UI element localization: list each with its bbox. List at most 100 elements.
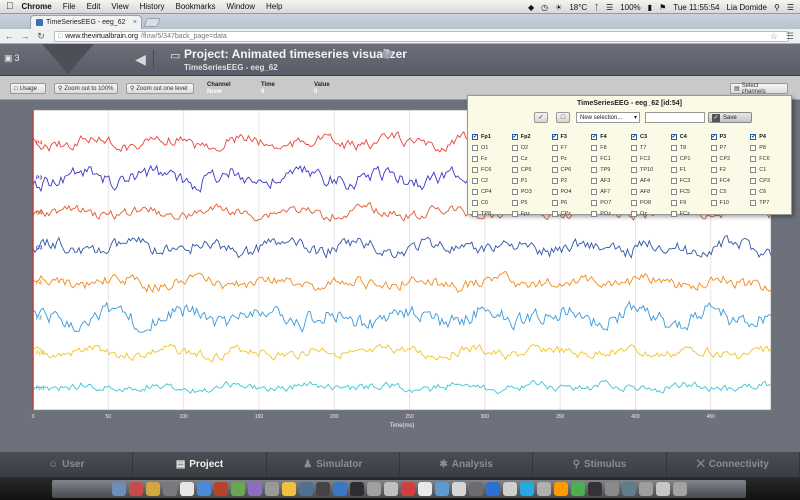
channel-option[interactable]: PO7 — [591, 198, 631, 207]
channel-option[interactable]: FC4 — [710, 176, 751, 185]
weather-icon[interactable]: ☀ — [555, 2, 563, 12]
channel-option[interactable]: ✔ F4 — [591, 132, 631, 141]
channel-option[interactable]: P1 — [511, 176, 552, 185]
channel-option[interactable]: Fpz — [511, 209, 552, 218]
channel-option[interactable]: C6 — [750, 187, 790, 196]
channel-option[interactable]: CP5 — [511, 165, 552, 174]
channel-checkbox[interactable] — [472, 166, 478, 173]
channel-checkbox[interactable] — [670, 155, 677, 162]
dock-app-icon[interactable] — [502, 482, 517, 496]
reload-icon[interactable]: ↻ — [37, 31, 45, 41]
channel-option[interactable]: C6 — [472, 198, 512, 207]
project-counter[interactable]: ▣ 3 — [4, 50, 28, 66]
channel-checkbox[interactable]: ✔ — [710, 133, 717, 140]
channel-option[interactable]: PO4 — [551, 187, 592, 196]
channel-checkbox[interactable] — [710, 188, 717, 195]
channel-checkbox[interactable]: ✔ — [511, 133, 518, 140]
browser-tab[interactable]: TimeSeriesEEG - eeg_62 × — [30, 15, 142, 29]
channel-option[interactable]: FC3 — [670, 176, 711, 185]
dock-app-icon[interactable] — [553, 482, 568, 496]
channel-option[interactable]: ✔ C3 — [631, 132, 671, 141]
dock-app-icon[interactable] — [638, 482, 653, 496]
address-bar[interactable]: □ www.thevirtualbrain.org/flow/5/347back… — [54, 30, 789, 42]
dock-app-icon[interactable] — [434, 482, 449, 496]
timemachine-icon[interactable]: ◷ — [541, 2, 549, 12]
channel-checkbox[interactable] — [670, 166, 677, 173]
channel-checkbox[interactable] — [472, 199, 478, 206]
channel-checkbox[interactable] — [551, 210, 558, 217]
channel-checkbox[interactable] — [551, 155, 558, 162]
dock-app-icon[interactable] — [672, 482, 687, 496]
nav-connectivity[interactable]: ⨉ Connectivity — [667, 452, 800, 477]
bluetooth-icon[interactable]: ᛏ — [594, 2, 600, 12]
channel-option[interactable]: POz — [591, 209, 631, 218]
channel-checkbox[interactable] — [511, 144, 518, 151]
channel-checkbox[interactable] — [551, 199, 558, 206]
channel-checkbox[interactable] — [551, 177, 558, 184]
channel-option[interactable]: ✔ Fp1 — [472, 132, 512, 141]
channel-checkbox[interactable] — [472, 177, 478, 184]
channel-option[interactable]: Cz — [511, 154, 552, 163]
bookmark-star-icon[interactable]: ☆ — [769, 31, 778, 41]
channel-option[interactable]: F1 — [670, 165, 711, 174]
channel-option[interactable]: CP1 — [670, 154, 711, 163]
channel-checkbox[interactable] — [551, 188, 558, 195]
nav-analysis[interactable]: ✱ Analysis — [400, 452, 534, 477]
channel-option[interactable]: F10 — [710, 198, 751, 207]
channel-option[interactable]: ✔ C4 — [670, 132, 711, 141]
select-channels-button[interactable]: ▤ Select channels — [730, 83, 788, 95]
menu-view[interactable]: View — [103, 2, 128, 11]
channel-option[interactable]: P7 — [710, 143, 751, 152]
channel-checkbox[interactable] — [472, 210, 478, 217]
dock-app-icon[interactable] — [213, 482, 228, 496]
flag-icon[interactable]: ⚑ — [659, 2, 667, 12]
channel-option[interactable]: ✔ Fp2 — [511, 132, 552, 141]
menu-app-name[interactable]: Chrome — [14, 2, 52, 11]
channel-checkbox[interactable]: ✔ — [631, 133, 637, 140]
user-name[interactable]: Lia Domide — [726, 2, 767, 12]
channel-checkbox[interactable] — [710, 199, 717, 206]
channel-checkbox[interactable] — [511, 177, 518, 184]
channel-checkbox[interactable] — [750, 199, 757, 206]
channel-option[interactable]: CP4 — [472, 187, 512, 196]
dock-app-icon[interactable] — [570, 482, 585, 496]
channel-option[interactable]: Oz — [631, 209, 671, 218]
menu-file[interactable]: File — [55, 2, 76, 11]
channel-checkbox[interactable] — [710, 177, 717, 184]
channel-option[interactable]: CP6 — [551, 165, 592, 174]
channel-option[interactable]: TP7 — [750, 198, 790, 207]
channel-checkbox[interactable] — [472, 155, 478, 162]
save-selection-button[interactable]: ✓ Save — [708, 112, 752, 123]
channel-checkbox[interactable] — [670, 177, 677, 184]
channel-option[interactable]: FCz — [670, 209, 711, 218]
zoom-100-button[interactable]: ⚲ Zoom out to 100% — [54, 83, 118, 94]
dock-app-icon[interactable] — [604, 482, 619, 496]
channel-checkbox[interactable] — [631, 155, 637, 162]
channel-checkbox[interactable] — [710, 144, 717, 151]
channel-checkbox[interactable]: ✔ — [670, 133, 677, 140]
channel-option[interactable]: O2 — [511, 143, 552, 152]
check-all-button[interactable]: ✓ — [534, 112, 548, 123]
selection-name-input[interactable] — [645, 112, 705, 123]
nav-user[interactable]: ☺ User — [0, 452, 134, 477]
dock-app-icon[interactable] — [451, 482, 466, 496]
dock-app-icon[interactable] — [196, 482, 211, 496]
channel-option[interactable]: F9 — [670, 198, 711, 207]
channel-checkbox[interactable] — [750, 155, 757, 162]
channel-option[interactable]: FC1 — [591, 154, 631, 163]
battery-icon[interactable]: ▮ — [647, 2, 653, 12]
clock-text[interactable]: Tue 11:55:54 — [673, 2, 720, 12]
channel-option[interactable]: T7 — [631, 143, 671, 152]
channel-option[interactable]: TP10 — [631, 165, 671, 174]
menu-window[interactable]: Window — [219, 2, 255, 11]
channel-option[interactable]: PO8 — [631, 198, 671, 207]
channel-option[interactable]: Fz — [472, 154, 512, 163]
channel-checkbox[interactable] — [670, 144, 677, 151]
dock-app-icon[interactable] — [519, 482, 534, 496]
dock-app-icon[interactable] — [247, 482, 262, 496]
channel-checkbox[interactable] — [591, 155, 598, 162]
channel-option[interactable]: PO3 — [511, 187, 552, 196]
dock-app-icon[interactable] — [536, 482, 551, 496]
menu-bookmarks[interactable]: Bookmarks — [168, 2, 216, 11]
channel-option[interactable]: FC2 — [631, 154, 671, 163]
